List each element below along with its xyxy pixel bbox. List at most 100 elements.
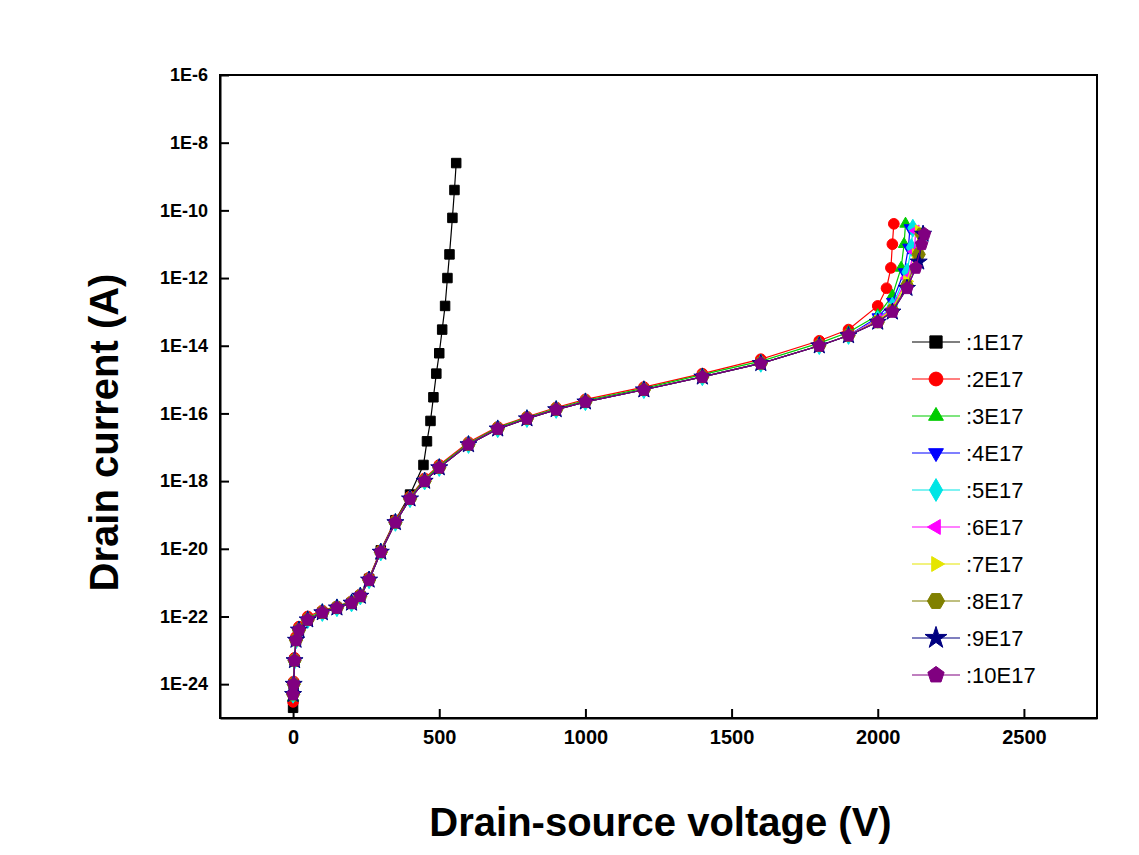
x-tick-label: 0 [288,726,299,748]
series-marker [550,403,563,415]
series [288,218,899,707]
series-marker [288,654,301,666]
y-tick-label: 1E-16 [160,404,208,424]
chart-svg: 050010001500200025001E-241E-221E-201E-18… [0,0,1139,855]
series-marker [489,420,506,436]
series-marker [696,371,709,383]
y-tick-mark [220,345,229,347]
series-marker [755,357,768,369]
y-tick-mark [220,413,229,415]
series [287,227,931,699]
x-tick-mark [585,709,587,718]
y-tick-label: 1E-18 [160,471,208,491]
legend-marker [927,520,940,535]
legend-label: :1E17 [966,330,1024,355]
y-tick: 1E-18 [160,471,229,491]
series [290,225,926,700]
series-marker [314,604,331,620]
y-tick-label: 1E-14 [160,336,208,356]
series-marker [886,305,899,317]
series-marker [550,404,563,416]
legend-item: :4E17 [912,441,1024,466]
series-marker [811,337,828,353]
series-marker [842,329,855,341]
series-marker [871,315,884,327]
series-line [293,163,456,708]
series-marker [301,614,314,626]
series-marker [287,678,300,690]
series-marker [445,250,454,259]
y-tick-mark [220,616,229,618]
series-marker [316,606,329,618]
series-marker [429,393,438,402]
series-marker [330,602,343,614]
y-tick-label: 1E-10 [160,201,208,221]
y-tick-label: 1E-20 [160,539,208,559]
series-marker [416,472,433,488]
series-marker [918,227,931,239]
x-tick: 0 [288,709,299,748]
series-line [293,228,910,694]
series-marker [432,369,441,378]
legend-label: :10E17 [966,663,1036,688]
series-marker [286,652,303,668]
series-marker [299,611,316,627]
series-marker [577,393,594,409]
series-marker [419,460,428,469]
legend-marker [925,626,947,647]
y-tick-label: 1E-22 [160,607,208,627]
series [288,158,461,712]
series-marker [426,416,435,425]
series-line [293,234,923,694]
series [285,225,932,702]
series-marker [813,340,826,352]
series-line [293,224,894,702]
series [287,217,911,701]
x-tick: 1500 [710,709,755,748]
x-tick: 2000 [856,709,901,748]
series-line [293,224,905,698]
series-marker [521,412,534,424]
series-marker [548,401,565,417]
x-axis-title: Drain-source voltage (V) [429,800,891,844]
series-marker [491,422,504,434]
series-marker [887,239,898,250]
series-marker [354,589,367,601]
y-tick: 1E-14 [160,336,229,356]
series-marker [813,339,826,351]
series-marker [435,349,444,358]
y-tick-mark [220,481,229,483]
legend-item: :3E17 [912,404,1024,429]
series-marker [362,574,375,586]
y-tick: 1E-22 [160,607,229,627]
y-tick-label: 1E-12 [160,268,208,288]
x-tick: 1000 [564,709,609,748]
series-marker [389,517,402,529]
series-marker [389,516,402,528]
series-marker [520,413,533,425]
series-marker [418,474,431,486]
series-line [293,228,913,694]
series-marker [909,261,922,273]
legend-label: :2E17 [966,367,1024,392]
legend-item: :1E17 [912,330,1024,355]
series-marker [372,543,389,559]
y-tick: 1E-12 [160,268,229,288]
legend-label: :8E17 [966,589,1024,614]
legend-marker [929,407,944,420]
series [286,225,919,700]
x-tick-label: 2000 [856,726,901,748]
y-tick-mark [220,548,229,550]
legend-label: :5E17 [966,478,1024,503]
series-marker [871,316,884,328]
y-tick-label: 1E-8 [170,133,208,153]
series-marker [361,571,378,587]
series-marker [754,358,767,370]
x-tick-label: 1000 [564,726,609,748]
series-line [293,234,924,694]
legend-item: :9E17 [912,626,1024,651]
legend-marker [929,372,943,386]
legend-marker [932,557,945,572]
legend-item: :10E17 [912,663,1036,688]
series-marker [287,678,300,690]
